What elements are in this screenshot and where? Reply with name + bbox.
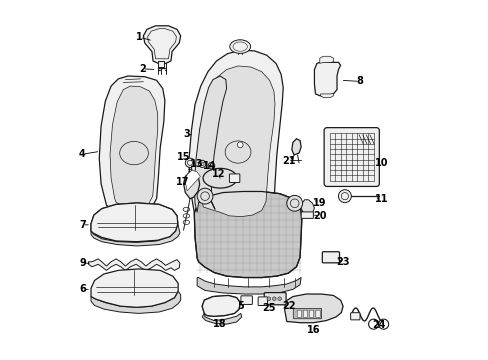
Text: 9: 9 — [79, 258, 85, 268]
Circle shape — [198, 160, 205, 167]
Circle shape — [272, 297, 276, 301]
Text: 7: 7 — [79, 220, 85, 230]
Polygon shape — [194, 76, 226, 212]
FancyBboxPatch shape — [229, 174, 239, 183]
Text: 19: 19 — [312, 198, 326, 208]
Text: 21: 21 — [282, 156, 295, 166]
Text: 22: 22 — [282, 301, 295, 311]
FancyBboxPatch shape — [297, 310, 301, 318]
Polygon shape — [198, 66, 274, 217]
Polygon shape — [197, 278, 301, 294]
Circle shape — [208, 162, 214, 169]
Polygon shape — [185, 170, 200, 191]
FancyBboxPatch shape — [315, 310, 320, 318]
Text: 11: 11 — [374, 194, 387, 204]
Polygon shape — [202, 296, 240, 316]
Text: 18: 18 — [213, 319, 226, 329]
Text: 2: 2 — [139, 64, 145, 74]
Polygon shape — [183, 172, 199, 199]
Polygon shape — [91, 269, 178, 307]
Text: 15: 15 — [177, 152, 190, 162]
FancyBboxPatch shape — [264, 293, 285, 305]
Polygon shape — [88, 259, 180, 270]
Circle shape — [185, 158, 194, 167]
Text: 17: 17 — [176, 177, 189, 187]
FancyBboxPatch shape — [322, 252, 339, 263]
Polygon shape — [99, 76, 164, 213]
Polygon shape — [314, 62, 340, 96]
FancyBboxPatch shape — [324, 128, 379, 186]
Polygon shape — [284, 294, 343, 323]
Ellipse shape — [120, 141, 148, 165]
Text: 1: 1 — [136, 32, 143, 42]
Polygon shape — [91, 224, 180, 246]
Text: 25: 25 — [262, 303, 275, 314]
Polygon shape — [91, 203, 178, 242]
FancyBboxPatch shape — [350, 313, 359, 320]
Circle shape — [338, 190, 351, 203]
Ellipse shape — [229, 40, 250, 53]
Text: 6: 6 — [79, 284, 85, 294]
Circle shape — [266, 297, 270, 301]
FancyBboxPatch shape — [158, 61, 164, 67]
FancyBboxPatch shape — [258, 297, 267, 306]
FancyBboxPatch shape — [293, 309, 321, 319]
Polygon shape — [291, 139, 301, 155]
Polygon shape — [143, 26, 180, 63]
Polygon shape — [319, 56, 333, 63]
Polygon shape — [91, 291, 180, 314]
Circle shape — [286, 195, 302, 211]
Text: 14: 14 — [202, 161, 216, 171]
Text: 12: 12 — [211, 168, 225, 179]
FancyBboxPatch shape — [301, 212, 313, 219]
FancyBboxPatch shape — [303, 310, 307, 318]
Text: 20: 20 — [312, 211, 326, 221]
Text: 24: 24 — [371, 320, 385, 330]
Circle shape — [277, 297, 281, 301]
Text: 8: 8 — [356, 76, 363, 86]
Text: 5: 5 — [237, 301, 244, 311]
Text: 10: 10 — [374, 158, 387, 168]
Text: 3: 3 — [183, 129, 189, 139]
Ellipse shape — [224, 141, 250, 163]
Polygon shape — [202, 314, 241, 324]
Circle shape — [197, 188, 212, 204]
FancyBboxPatch shape — [309, 310, 313, 318]
FancyBboxPatch shape — [241, 296, 252, 305]
Text: 16: 16 — [306, 325, 320, 335]
Ellipse shape — [203, 168, 237, 188]
Polygon shape — [320, 93, 333, 98]
Polygon shape — [202, 296, 240, 316]
Circle shape — [237, 142, 243, 148]
Polygon shape — [91, 203, 178, 242]
Polygon shape — [188, 50, 283, 226]
Text: 4: 4 — [79, 149, 85, 159]
Text: 13: 13 — [190, 159, 203, 169]
Polygon shape — [194, 192, 301, 278]
Polygon shape — [301, 200, 314, 215]
Polygon shape — [110, 86, 158, 207]
Text: 23: 23 — [336, 257, 349, 267]
